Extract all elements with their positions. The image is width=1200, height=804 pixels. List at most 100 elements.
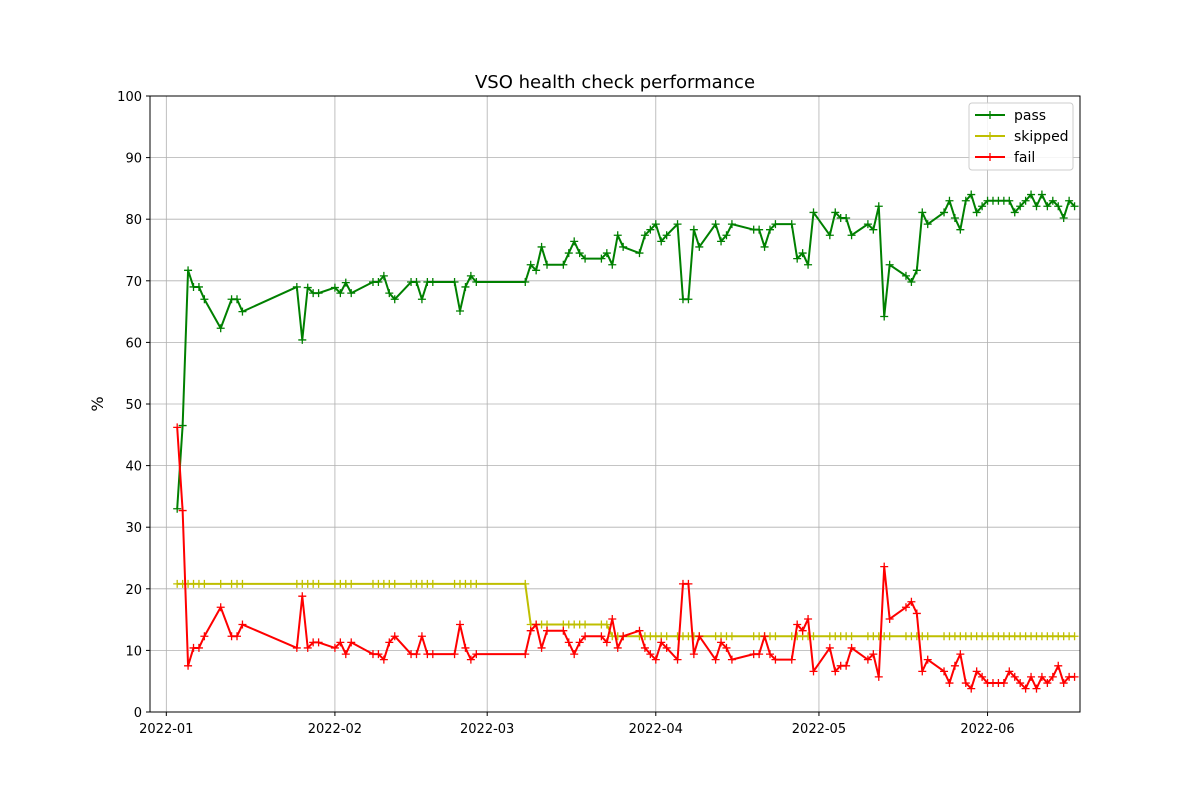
data-point-fail: [570, 650, 579, 659]
data-point-skipped: [472, 579, 481, 588]
data-point-fail: [1043, 679, 1052, 688]
data-point-skipped: [885, 632, 894, 641]
data-point-fail: [1037, 672, 1046, 681]
data-point-fail: [847, 643, 856, 652]
data-point-fail: [831, 667, 840, 676]
data-point-pass: [1059, 213, 1068, 222]
data-point-fail: [646, 650, 655, 659]
y-axis-ticks: 0 10 20 30 40 50 60 70 80 90 100: [117, 90, 150, 721]
data-point-pass: [472, 278, 481, 287]
data-point-pass: [233, 295, 242, 304]
data-point-fail: [722, 643, 731, 652]
data-point-skipped: [428, 579, 437, 588]
x-tick-label: 2022-05: [792, 722, 846, 737]
legend-marker-skipped: [986, 132, 994, 140]
data-point-skipped: [771, 632, 780, 641]
data-point-pass: [874, 202, 883, 211]
data-point-fail: [874, 672, 883, 681]
y-tick-label: 90: [125, 152, 142, 167]
data-point-pass: [521, 278, 530, 287]
series-lines: [173, 190, 1079, 693]
data-point-fail: [1005, 667, 1014, 676]
data-point-fail: [1016, 679, 1025, 688]
legend-label-fail: fail: [1014, 150, 1035, 166]
data-point-pass: [238, 307, 247, 316]
data-point-fail: [684, 579, 693, 588]
data-point-pass: [771, 220, 780, 229]
data-point-fail: [950, 661, 959, 670]
data-point-pass: [341, 278, 350, 287]
legend-marker-fail: [986, 153, 994, 161]
data-point-pass: [961, 196, 970, 205]
data-point-fail: [1010, 672, 1019, 681]
data-point-fail: [972, 667, 981, 676]
data-point-pass: [766, 225, 774, 234]
data-point-pass: [559, 260, 568, 269]
data-point-fail: [292, 643, 301, 652]
data-point-pass: [428, 278, 437, 287]
data-point-skipped: [390, 579, 399, 588]
data-point-skipped: [581, 620, 590, 629]
data-point-pass: [597, 254, 606, 263]
data-point-fail: [314, 638, 323, 647]
series-line-fail: [176, 427, 1075, 690]
data-point-fail: [901, 603, 910, 612]
data-point-pass: [1037, 190, 1046, 199]
data-point-fail: [880, 562, 889, 571]
data-point-fail: [727, 655, 736, 664]
data-point-fail: [200, 632, 209, 641]
data-point-fail: [526, 626, 535, 635]
data-point-fail: [956, 650, 965, 659]
data-point-pass: [689, 225, 698, 234]
data-point-fail: [651, 655, 660, 664]
data-point-fail: [575, 638, 584, 647]
data-point-pass: [657, 237, 666, 246]
data-point-fail: [869, 650, 878, 659]
data-point-pass: [967, 190, 976, 199]
data-point-pass: [842, 213, 851, 222]
data-point-pass: [760, 242, 769, 251]
data-point-pass: [831, 208, 840, 217]
data-point-skipped: [602, 620, 611, 629]
y-tick-label: 40: [125, 460, 142, 475]
data-point-pass: [178, 421, 187, 430]
data-point-fail: [689, 650, 698, 659]
data-point-pass: [1010, 208, 1019, 217]
data-point-fail: [918, 667, 927, 676]
y-tick-label: 70: [125, 275, 142, 290]
data-point-skipped: [200, 579, 209, 588]
series-fail: [173, 423, 1079, 693]
data-point-fail: [184, 661, 193, 670]
data-point-fail: [173, 423, 182, 432]
data-point-pass: [978, 202, 987, 211]
data-point-skipped: [923, 632, 932, 641]
x-tick-label: 2022-01: [139, 722, 193, 737]
data-point-fail: [178, 506, 187, 515]
data-point-fail: [619, 632, 628, 641]
data-point-pass: [717, 237, 726, 246]
data-point-pass: [303, 283, 312, 292]
data-point-pass: [532, 266, 541, 275]
data-point-fail: [793, 620, 802, 629]
data-point-fail: [940, 667, 949, 676]
data-point-fail: [885, 614, 894, 623]
data-point-pass: [1021, 196, 1030, 205]
data-point-fail: [1027, 672, 1036, 681]
data-point-skipped: [347, 579, 356, 588]
data-point-fail: [717, 638, 726, 647]
data-point-fail: [412, 650, 421, 659]
data-point-fail: [336, 638, 345, 647]
x-tick-label: 2022-04: [629, 722, 683, 737]
data-point-fail: [825, 643, 834, 652]
data-point-fail: [771, 655, 780, 664]
data-point-fail: [842, 661, 851, 670]
data-point-fail: [597, 632, 606, 641]
data-point-pass: [1005, 196, 1014, 205]
data-point-fail: [428, 650, 437, 659]
data-point-pass: [945, 196, 954, 205]
data-point-pass: [907, 278, 916, 287]
data-point-fail: [1048, 672, 1057, 681]
data-point-pass: [651, 220, 660, 229]
data-point-pass: [727, 220, 736, 229]
data-point-pass: [1043, 202, 1052, 211]
